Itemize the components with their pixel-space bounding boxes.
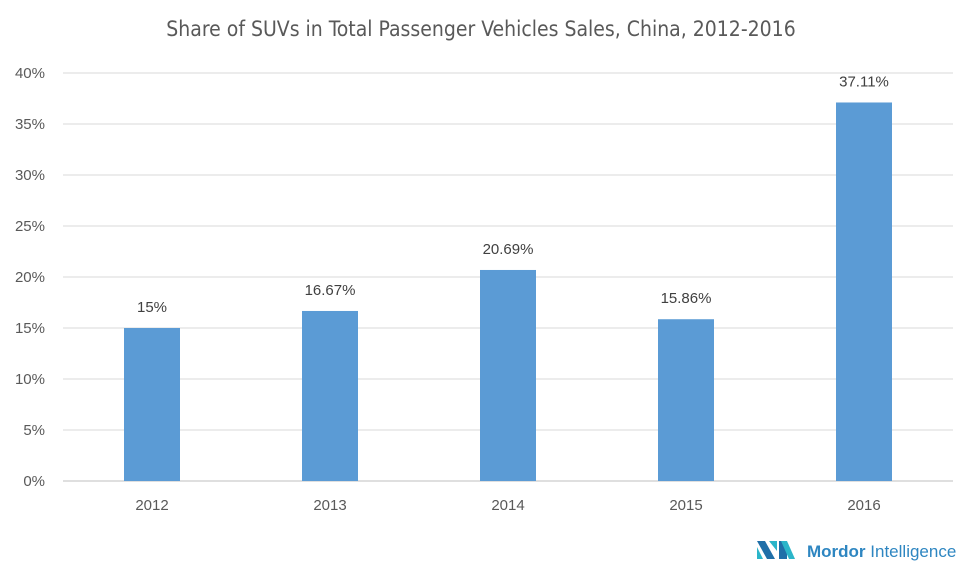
- y-tick-label: 20%: [15, 269, 45, 286]
- bar-2014: [480, 269, 536, 481]
- y-tick-label: 15%: [15, 320, 45, 337]
- data-label: 20.69%: [483, 241, 534, 258]
- x-tick-label: 2016: [847, 497, 880, 514]
- y-axis-ticks: 0% 5% 10% 15% 20% 25% 30% 35% 40%: [15, 65, 45, 490]
- data-label: 16.67%: [305, 282, 356, 299]
- bar-2016: [836, 102, 892, 481]
- x-tick-label: 2012: [135, 497, 168, 514]
- bar-2012: [124, 328, 180, 481]
- y-tick-label: 40%: [15, 65, 45, 82]
- y-tick-label: 5%: [23, 422, 45, 439]
- chart-title: Share of SUVs in Total Passenger Vehicle…: [166, 17, 795, 41]
- data-label: 15.86%: [661, 290, 712, 307]
- logo: Mordor Intelligence: [757, 541, 956, 561]
- bar-2013: [302, 310, 358, 481]
- x-tick-label: 2014: [491, 497, 524, 514]
- data-label: 15%: [137, 299, 167, 316]
- bars: [124, 102, 892, 481]
- y-tick-label: 10%: [15, 371, 45, 388]
- data-label: 37.11%: [839, 73, 889, 90]
- data-labels: 15% 16.67% 20.69% 15.86% 37.11%: [137, 73, 889, 316]
- x-tick-label: 2013: [313, 497, 346, 514]
- logo-text: Mordor Intelligence: [807, 542, 956, 561]
- y-tick-label: 0%: [23, 473, 45, 490]
- x-axis-ticks: 2012 2013 2014 2015 2016: [135, 497, 880, 514]
- y-tick-label: 30%: [15, 167, 45, 184]
- bar-2015: [658, 319, 714, 481]
- y-tick-label: 25%: [15, 218, 45, 235]
- x-tick-label: 2015: [669, 497, 702, 514]
- y-tick-label: 35%: [15, 116, 45, 133]
